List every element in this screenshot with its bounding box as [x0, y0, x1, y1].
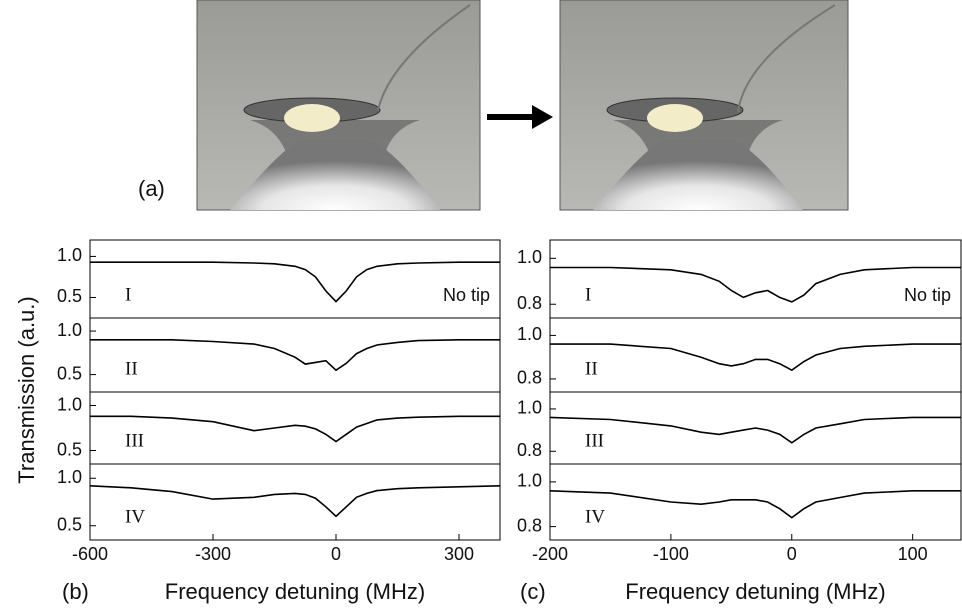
y-tick-label: 1.0 [57, 394, 82, 414]
x-axis-label: Frequency detuning (MHz) [165, 579, 425, 604]
y-tick-label: 1.0 [517, 398, 542, 418]
data-line [549, 416, 961, 444]
x-tick-label: -100 [653, 544, 689, 564]
plot-frame [89, 317, 501, 393]
x-tick-label: 300 [444, 544, 474, 564]
plot-frame [549, 317, 962, 393]
y-tick-label: 1.0 [517, 471, 542, 491]
data-line [550, 343, 961, 372]
x-tick-label: 0 [331, 544, 341, 564]
data-line [89, 485, 501, 518]
data-line [550, 266, 961, 303]
y-tick-label: 0.5 [57, 363, 82, 383]
y-tick-label: 1.0 [517, 324, 542, 344]
y-tick-label: 0.5 [57, 286, 82, 306]
panel-label: (c) [520, 579, 546, 604]
trace-label: IV [125, 506, 145, 527]
photo-after [559, 0, 849, 211]
x-tick-label: -600 [72, 544, 108, 564]
annotation: No tip [904, 285, 951, 305]
trace-label: III [585, 430, 604, 451]
data-line [549, 490, 961, 519]
x-tick-label: 100 [898, 544, 928, 564]
y-tick-label: 0.8 [517, 440, 542, 460]
trace-label: I [585, 284, 591, 305]
y-tick-label: 1.0 [57, 467, 82, 487]
x-tick-label: -300 [195, 544, 231, 564]
arrow [487, 105, 553, 129]
y-tick-label: 0.8 [517, 368, 542, 388]
panel-label: (a) [138, 176, 165, 201]
plot-frame [549, 239, 962, 319]
photo-before [196, 0, 481, 211]
trace-label: IV [585, 506, 605, 527]
trace-label: II [585, 358, 598, 379]
trace-label: II [125, 358, 138, 379]
data-line [90, 339, 500, 372]
y-tick-label: 0.5 [57, 439, 82, 459]
y-tick-label: 0.8 [517, 293, 542, 313]
y-tick-label: 1.0 [57, 320, 82, 340]
y-tick-label: 1.0 [57, 245, 82, 265]
plot-frame [89, 239, 501, 319]
annotation: No tip [443, 285, 490, 305]
x-tick-label: -200 [532, 544, 568, 564]
y-tick-label: 0.5 [57, 515, 82, 535]
panel-label: (b) [62, 579, 89, 604]
trace-label: I [125, 284, 131, 305]
y-tick-label: 0.8 [517, 515, 542, 535]
plot-frame [89, 391, 501, 465]
y-tick-label: 1.0 [517, 247, 542, 267]
y-axis-label: Transmission (a.u.) [14, 296, 39, 483]
trace-label: III [125, 430, 144, 451]
x-tick-label: 0 [787, 544, 797, 564]
plot-frame [89, 463, 501, 541]
x-axis-label: Frequency detuning (MHz) [625, 579, 885, 604]
data-line [90, 261, 500, 303]
data-line [90, 415, 500, 443]
plot-frame [549, 463, 962, 541]
